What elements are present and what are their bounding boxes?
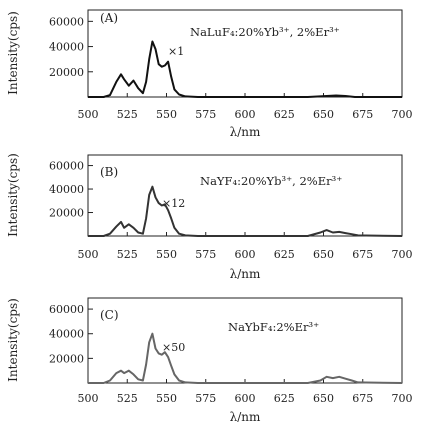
x-tick-label: 700 — [392, 108, 413, 121]
panel-c: 20000 40000 60000 500 525 550 575 600 625 650 675 7… — [6, 297, 413, 424]
panel-a: 20000 40000 60000 500 525 550 575 600 625 650 675 7… — [6, 9, 413, 139]
compound-label: NaYbF₄:2%Er³⁺ — [228, 320, 319, 334]
x-tick-label: 700 — [392, 248, 413, 261]
x-tick-label: 500 — [78, 392, 99, 405]
x-tick-label: 675 — [352, 248, 373, 261]
x-tick-label: 600 — [235, 248, 256, 261]
scale-factor-label: ×50 — [162, 341, 185, 354]
x-axis-title: λ/nm — [230, 410, 261, 424]
x-tick-label: 675 — [352, 392, 373, 405]
y-axis-title: Intensity(cps) — [6, 153, 20, 237]
x-axis-title: λ/nm — [230, 125, 261, 139]
compound-label: NaLuF₄:20%Yb³⁺, 2%Er³⁺ — [190, 25, 340, 39]
x-tick-label: 525 — [117, 248, 138, 261]
plot-frame — [87, 154, 403, 237]
emission-spectrum-line — [88, 40, 402, 98]
x-tick-label: 650 — [313, 392, 334, 405]
x-tick-label: 675 — [352, 108, 373, 121]
x-tick-label: 700 — [392, 392, 413, 405]
panel-b: 20000 40000 60000 500 525 550 575 600 625 650 675 7… — [6, 153, 413, 281]
y-tick-label: 40000 — [49, 183, 84, 196]
x-axis-title: λ/nm — [230, 267, 261, 281]
y-axis-title: Intensity(cps) — [6, 298, 20, 382]
panel-tag: (A) — [100, 11, 118, 25]
x-tick-label: 500 — [78, 108, 99, 121]
y-tick-label: 40000 — [49, 41, 84, 54]
y-tick-label: 40000 — [49, 328, 84, 341]
y-tick-label: 60000 — [49, 160, 84, 173]
panel-tag: (B) — [100, 165, 118, 179]
compound-label: NaYF₄:20%Yb³⁺, 2%Er³⁺ — [200, 174, 342, 188]
x-tick-label: 650 — [313, 108, 334, 121]
x-tick-label: 600 — [235, 108, 256, 121]
x-tick-label: 625 — [274, 108, 295, 121]
x-tick-label: 525 — [117, 108, 138, 121]
scale-factor-label: ×12 — [162, 197, 185, 210]
y-tick-label: 20000 — [49, 352, 84, 365]
x-tick-label: 550 — [156, 108, 177, 121]
x-tick-label: 550 — [156, 248, 177, 261]
x-tick-label: 600 — [235, 392, 256, 405]
x-tick-label: 575 — [195, 108, 216, 121]
y-tick-label: 20000 — [49, 207, 84, 220]
emission-spectrum-line — [88, 185, 403, 237]
y-tick-label: 60000 — [49, 303, 84, 316]
x-tick-label: 650 — [313, 248, 334, 261]
emission-spectrum-line — [88, 332, 403, 384]
y-tick-label: 60000 — [49, 15, 84, 28]
y-tick-label: 20000 — [49, 66, 84, 79]
x-tick-label: 500 — [78, 248, 99, 261]
x-tick-label: 625 — [274, 248, 295, 261]
x-tick-label: 575 — [195, 392, 216, 405]
scale-factor-label: ×1 — [168, 45, 184, 58]
y-axis-title: Intensity(cps) — [6, 11, 20, 95]
x-tick-label: 575 — [195, 248, 216, 261]
x-tick-label: 525 — [117, 392, 138, 405]
panel-tag: (C) — [100, 308, 119, 322]
x-tick-label: 550 — [156, 392, 177, 405]
plot-frame — [87, 297, 403, 384]
x-tick-label: 625 — [274, 392, 295, 405]
